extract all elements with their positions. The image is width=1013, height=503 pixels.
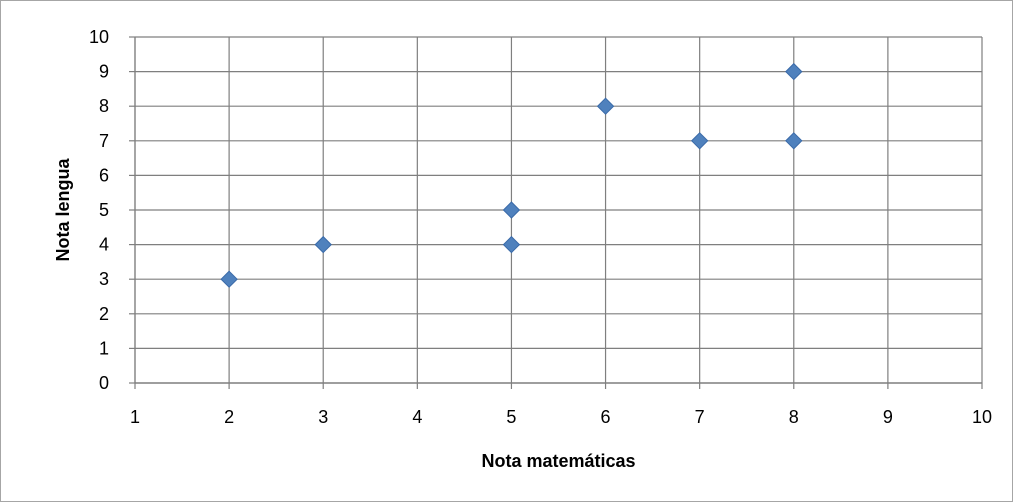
grid-lines bbox=[135, 36, 983, 383]
x-tick-label: 8 bbox=[789, 407, 799, 427]
x-tick-label: 10 bbox=[972, 407, 992, 427]
data-point bbox=[785, 62, 803, 81]
x-tick-label: 1 bbox=[130, 407, 140, 427]
y-tick-label: 1 bbox=[99, 338, 109, 358]
y-tick-label: 5 bbox=[99, 200, 109, 220]
x-axis-title: Nota matemáticas bbox=[481, 451, 635, 471]
x-tick-label: 3 bbox=[318, 407, 328, 427]
data-point bbox=[596, 97, 615, 115]
data-point bbox=[314, 235, 332, 254]
x-tick-label: 4 bbox=[412, 407, 422, 427]
y-axis-title: Nota lengua bbox=[53, 158, 73, 262]
tick-labels: 1 2 3 4 5 6 7 8 9 10 0 1 2 3 4 5 6 7 8 9 10 bbox=[89, 27, 992, 427]
y-tick-label: 10 bbox=[89, 27, 109, 47]
data-points bbox=[220, 62, 803, 288]
x-tick-label: 2 bbox=[224, 407, 234, 427]
y-tick-label: 8 bbox=[99, 96, 109, 116]
x-tick-label: 7 bbox=[695, 407, 705, 427]
x-tick-label: 6 bbox=[601, 407, 611, 427]
y-tick-label: 3 bbox=[99, 269, 109, 289]
y-tick-label: 4 bbox=[99, 235, 109, 255]
data-point bbox=[785, 132, 803, 150]
y-tick-label: 0 bbox=[99, 373, 109, 393]
data-point bbox=[502, 201, 521, 219]
y-tick-label: 2 bbox=[99, 304, 109, 324]
data-point bbox=[690, 132, 709, 150]
y-tick-label: 6 bbox=[99, 165, 109, 185]
axes bbox=[129, 36, 983, 389]
x-tick-label: 9 bbox=[883, 407, 893, 427]
data-point bbox=[502, 235, 521, 254]
x-tick-label: 5 bbox=[506, 407, 516, 427]
y-tick-label: 9 bbox=[99, 62, 109, 82]
data-point bbox=[220, 270, 238, 288]
y-tick-label: 7 bbox=[99, 131, 109, 151]
